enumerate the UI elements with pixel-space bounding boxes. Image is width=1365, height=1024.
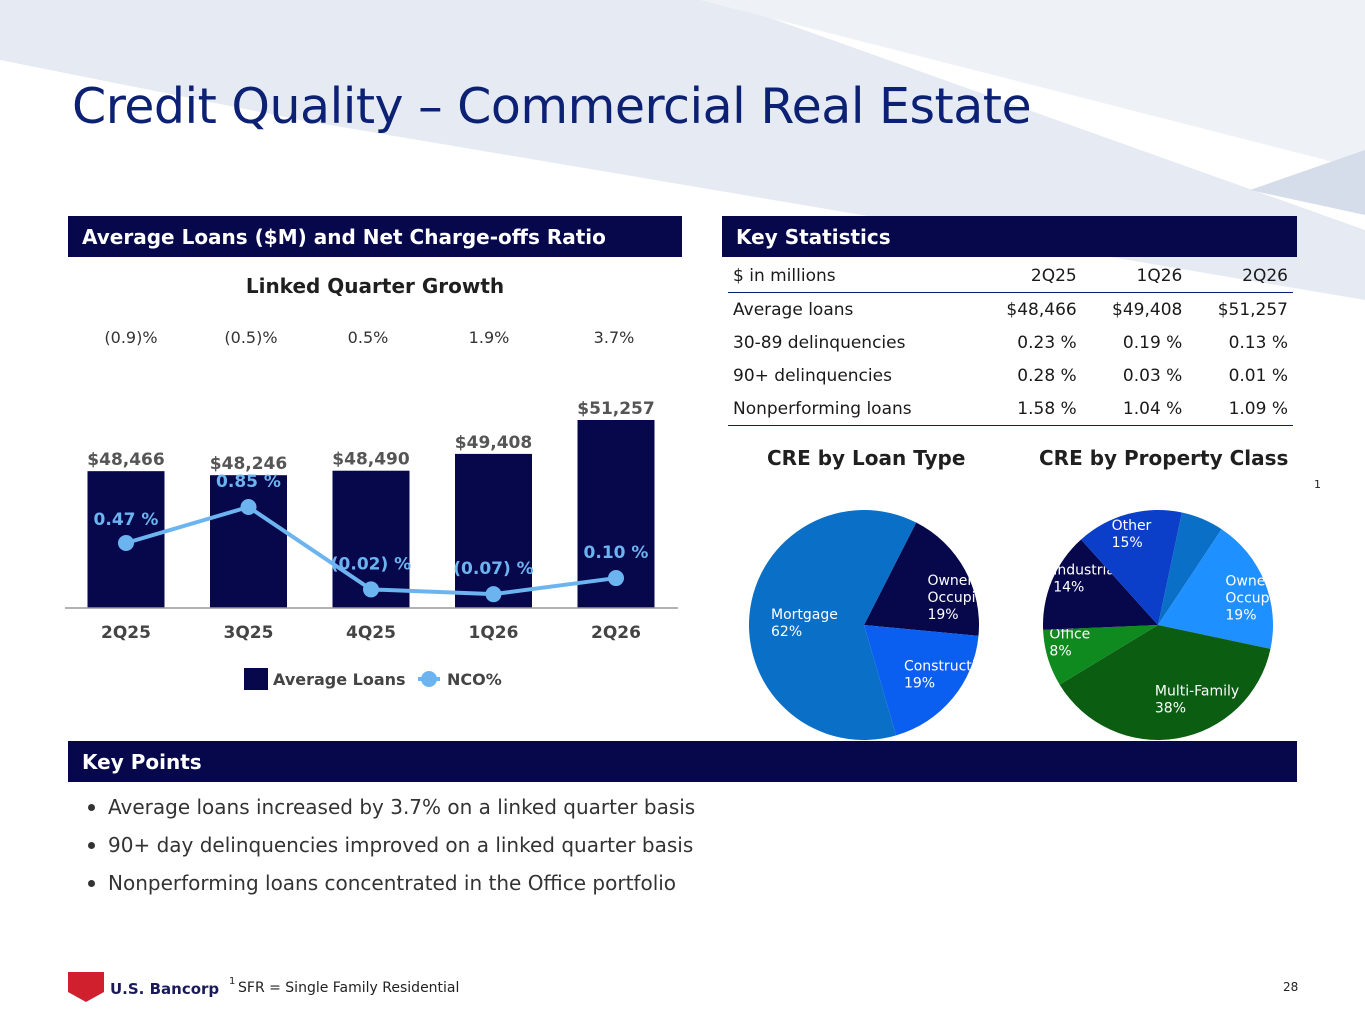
row-label: Average loans bbox=[733, 299, 854, 320]
pie-slice bbox=[864, 625, 979, 736]
legend-swatch-average-loans bbox=[244, 668, 268, 690]
key-statistics-header: Key Statistics bbox=[722, 216, 1297, 257]
nco-value-label: 0.85 % bbox=[216, 472, 281, 492]
page-number: 28 bbox=[1283, 980, 1299, 994]
pie-slice-label: Other 15% bbox=[1112, 518, 1152, 551]
bank-logo-text: U.S. Bancorp bbox=[110, 980, 220, 998]
bar-average-loans bbox=[455, 453, 532, 608]
pie-slice-label: Industrial 14% bbox=[1053, 562, 1119, 595]
pie-slice bbox=[1081, 510, 1182, 625]
nco-value-label: (0.07) % bbox=[453, 559, 533, 579]
bar-value-label: $48,490 bbox=[332, 450, 410, 470]
x-tick-label: 1Q26 bbox=[469, 623, 519, 643]
growth-value: 3.7% bbox=[593, 328, 635, 347]
nco-point bbox=[240, 499, 257, 515]
footnote-marker: 1 bbox=[1314, 478, 1321, 491]
cell-value: 1.09 % bbox=[1187, 392, 1293, 426]
pie-slice-label: Owner Occupied 19% bbox=[927, 573, 990, 623]
pie-slice bbox=[749, 510, 917, 740]
nco-point bbox=[485, 586, 502, 603]
table-row: Average loans $48,466 $49,408 $51,257 bbox=[728, 293, 1293, 327]
bar-value-label: $48,466 bbox=[87, 450, 164, 470]
bar-value-label: $48,246 bbox=[210, 454, 287, 474]
nco-point bbox=[608, 570, 624, 587]
column-header: 2Q25 bbox=[976, 259, 1082, 293]
column-header: 1Q26 bbox=[1081, 259, 1188, 293]
nco-value-label: 0.10 % bbox=[584, 543, 649, 563]
growth-value: (0.5)% bbox=[224, 328, 278, 347]
cell-value: 0.19 % bbox=[1122, 332, 1183, 353]
footnote: SFR = Single Family Residential bbox=[238, 980, 460, 996]
table-row: 90+ delinquencies 0.28 % 0.03 % 0.01 % bbox=[728, 359, 1293, 392]
pie-slice bbox=[1043, 625, 1158, 685]
bank-logo-shield-icon bbox=[68, 972, 104, 1002]
cell-value: 1.04 % bbox=[1081, 392, 1188, 426]
nco-value-label: (0.02) % bbox=[331, 554, 411, 574]
row-label: Nonperforming loans bbox=[728, 392, 977, 426]
pie-slice bbox=[1158, 512, 1222, 625]
legend-label-average-loans: Average Loans bbox=[273, 670, 406, 689]
growth-value: 0.5% bbox=[347, 328, 389, 347]
cell-value: 0.01 % bbox=[1228, 365, 1288, 386]
x-tick-label: 2Q25 bbox=[101, 623, 151, 643]
cell-value: 0.23 % bbox=[1017, 332, 1077, 353]
cell-value: 0.13 % bbox=[1228, 332, 1288, 353]
key-point: 90+ day delinquencies improved on a link… bbox=[72, 826, 695, 864]
table-row: Nonperforming loans 1.58 % 1.04 % 1.09 % bbox=[728, 392, 1293, 426]
key-point: Nonperforming loans concentrated in the … bbox=[72, 864, 695, 902]
pie-slice-label: Mortgage 62% bbox=[771, 607, 838, 640]
pie-slice bbox=[1158, 529, 1273, 649]
footnote-marker: 1 bbox=[229, 976, 236, 987]
cell-value: $51,257 bbox=[1217, 299, 1288, 320]
row-label: 30-89 delinquencies bbox=[733, 332, 906, 353]
pie-slice-label: Construction 19% bbox=[904, 658, 990, 691]
table-header-row: $ in millions 2Q25 1Q26 2Q26 bbox=[728, 259, 1293, 293]
key-point: Average loans increased by 3.7% on a lin… bbox=[72, 788, 695, 826]
column-header: 2Q26 bbox=[1187, 259, 1293, 293]
x-tick-label: 2Q26 bbox=[591, 623, 641, 643]
key-points-header: Key Points bbox=[68, 741, 1297, 782]
cre-loan-type-pie: Owner Occupied 19% Construction 19% Mortgage 6… bbox=[749, 510, 990, 740]
nco-point bbox=[363, 581, 379, 598]
pie-slice bbox=[1059, 625, 1271, 740]
nco-value-label: 0.47 % bbox=[94, 510, 159, 530]
pie-title-loan-type: CRE by Loan Type bbox=[767, 446, 966, 470]
pie-slice-label: Multi-Family 38% bbox=[1155, 683, 1239, 716]
legend-swatch-nco bbox=[421, 671, 437, 687]
pie-slice-label: Owner Occupied 19% bbox=[1225, 573, 1291, 623]
cell-value: 1.58 % bbox=[976, 392, 1082, 426]
bar-average-loans bbox=[210, 475, 287, 608]
page-title: Credit Quality – Commercial Real Estate bbox=[72, 78, 1032, 135]
average-loans-nco-chart: $48,466 2Q25 $48,246 3Q25 $48,490 4Q25 $49,408… bbox=[65, 399, 678, 690]
column-header: $ in millions bbox=[728, 259, 977, 293]
average-loans-header: Average Loans ($M) and Net Charge-offs R… bbox=[68, 216, 682, 257]
growth-value: 1.9% bbox=[468, 328, 510, 347]
cell-value: $48,466 bbox=[1006, 299, 1077, 320]
nco-point bbox=[118, 535, 134, 551]
cell-value: $49,408 bbox=[1112, 299, 1183, 320]
table-row: 30-89 delinquencies 0.23 % 0.19 % 0.13 % bbox=[728, 326, 1293, 359]
cell-value: 0.03 % bbox=[1122, 365, 1183, 386]
growth-value: (0.9)% bbox=[104, 328, 158, 347]
x-tick-label: 3Q25 bbox=[224, 623, 274, 643]
pie-slice bbox=[864, 522, 979, 636]
pie-title-property-class: CRE by Property Class bbox=[1039, 446, 1289, 470]
bar-value-label: $51,257 bbox=[577, 399, 654, 419]
pie-slice-label: Office 8% bbox=[1049, 626, 1090, 659]
pie-slice bbox=[1043, 539, 1158, 630]
growth-title: Linked Quarter Growth bbox=[245, 274, 505, 298]
cell-value: 0.28 % bbox=[1017, 365, 1077, 386]
legend-label-nco: NCO% bbox=[447, 670, 502, 689]
cre-property-class-pie: SFR Construction6%OwnerOccupied19%Multi-… bbox=[1043, 510, 1291, 740]
key-points-list: Average loans increased by 3.7% on a lin… bbox=[72, 788, 695, 902]
bar-value-label: $49,408 bbox=[455, 433, 532, 453]
key-statistics-table: $ in millions 2Q25 1Q26 2Q26 Average loa… bbox=[728, 259, 1293, 426]
x-tick-label: 4Q25 bbox=[346, 623, 396, 643]
row-label: 90+ delinquencies bbox=[733, 365, 892, 386]
